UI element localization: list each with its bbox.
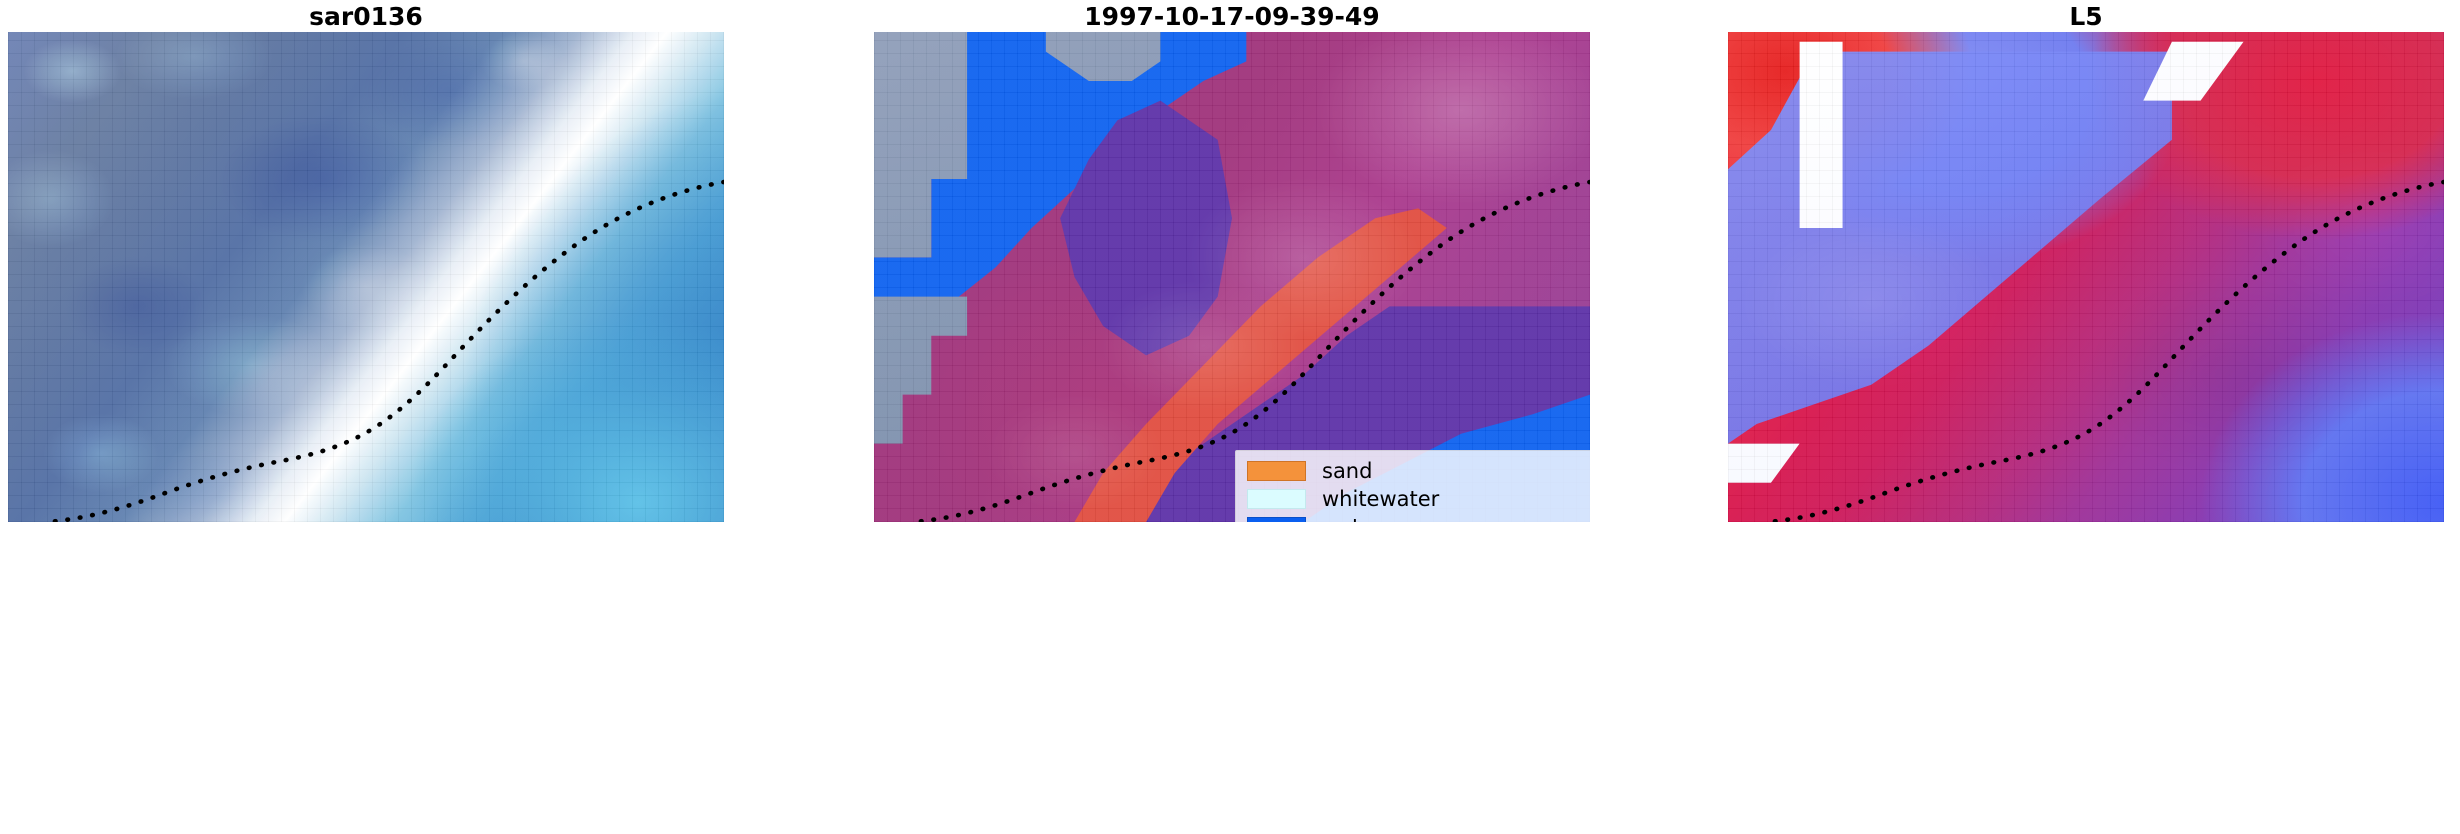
pixel-grid-overlay (8, 32, 724, 522)
legend-swatch-sand-icon (1247, 461, 1306, 481)
legend-swatch-whitewater-icon (1247, 489, 1306, 509)
pixel-grid-overlay (874, 32, 1590, 522)
legend-label-water: water (1322, 516, 1382, 522)
legend-item-water: water (1247, 516, 1590, 522)
panel-sar-image[interactable] (8, 32, 724, 522)
legend-swatch-water-icon (1247, 517, 1306, 522)
panel-title-sar: sar0136 (309, 2, 423, 31)
legend-label-sand: sand (1322, 459, 1373, 483)
legend-item-whitewater: whitewater (1247, 488, 1590, 510)
panel-classified-map[interactable]: sand whitewater water shoreline referenc… (874, 32, 1590, 522)
pixel-grid-overlay (1728, 32, 2444, 522)
panel-title-satellite: L5 (2069, 2, 2103, 31)
legend-label-whitewater: whitewater (1322, 487, 1440, 511)
panel-index-map[interactable] (1728, 32, 2444, 522)
legend-box: sand whitewater water shoreline referenc… (1235, 450, 1590, 522)
legend-item-sand: sand (1247, 460, 1590, 482)
panel-title-date: 1997-10-17-09-39-49 (1084, 2, 1380, 31)
